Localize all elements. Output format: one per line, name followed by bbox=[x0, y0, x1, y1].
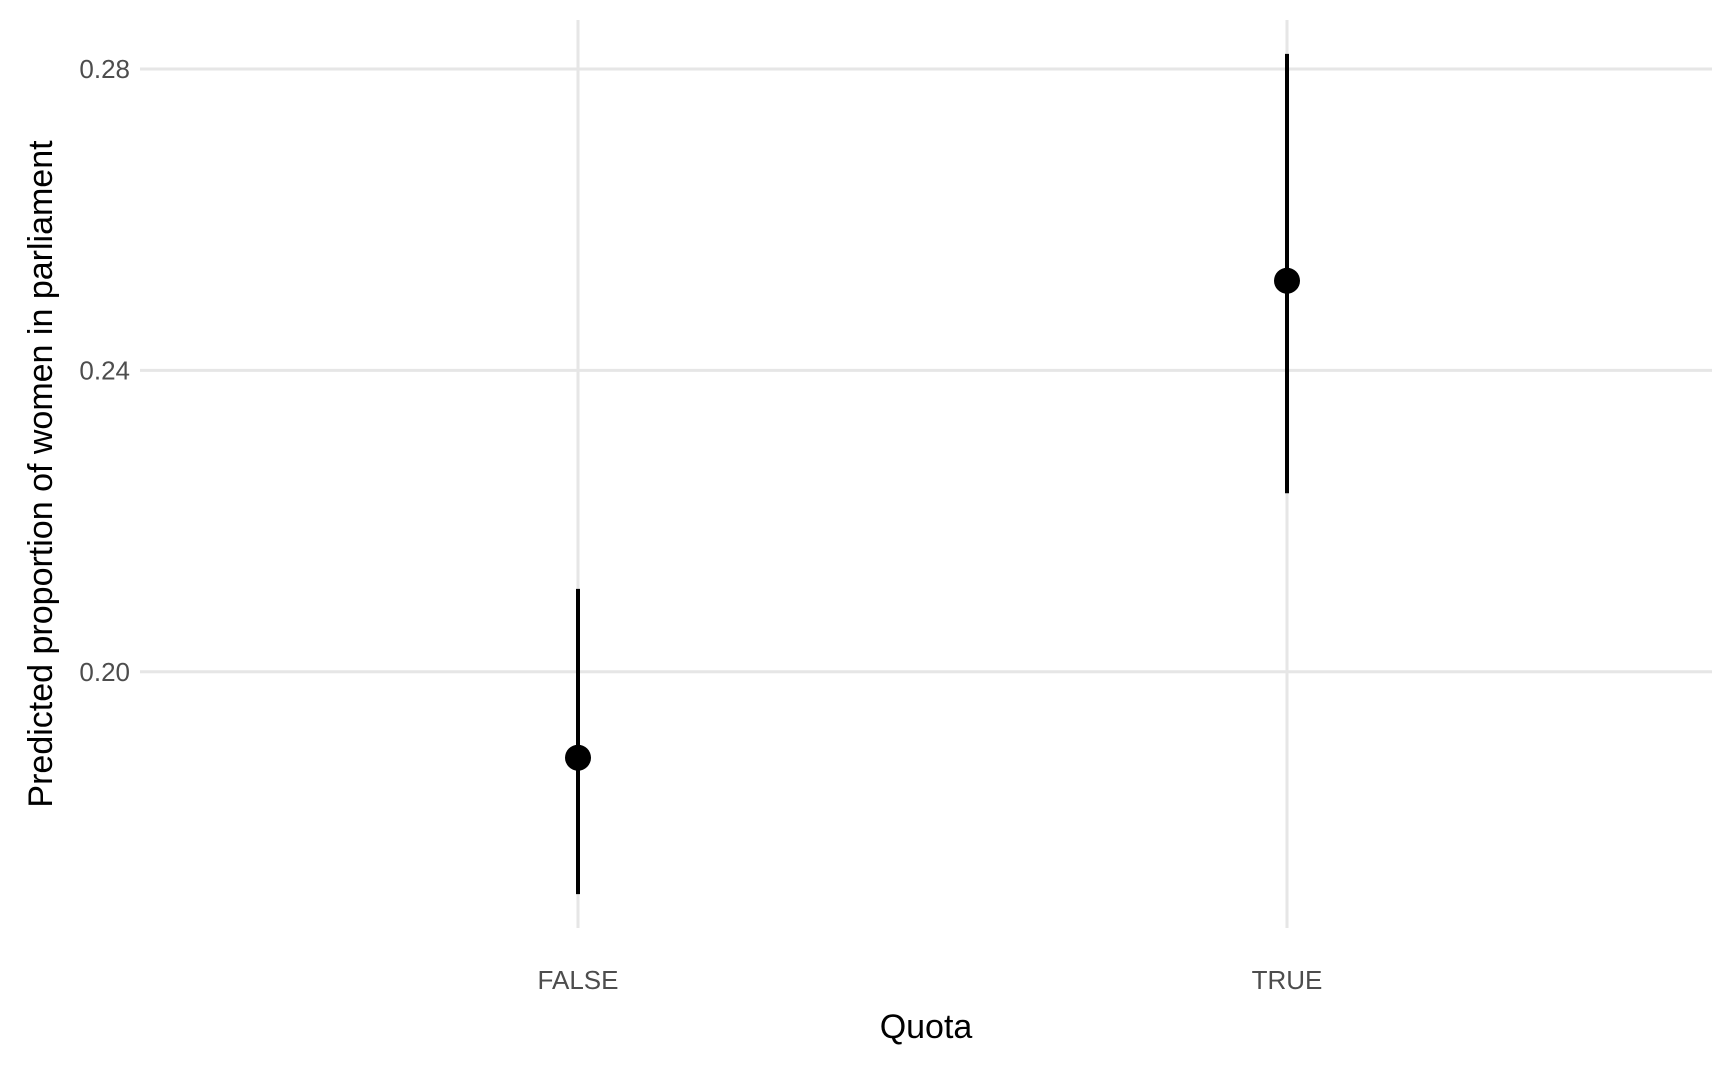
x-tick-label: FALSE bbox=[538, 965, 619, 995]
y-tick-label: 0.24 bbox=[79, 355, 130, 385]
point-estimate-true bbox=[1274, 267, 1300, 294]
x-axis-ticks: FALSE TRUE bbox=[538, 965, 1323, 995]
point-estimate-false bbox=[565, 744, 591, 771]
x-tick-label: TRUE bbox=[1252, 965, 1323, 995]
y-axis-ticks: 0.20 0.24 0.28 bbox=[79, 54, 130, 687]
y-axis-title: Predicted proportion of women in parliam… bbox=[22, 140, 60, 808]
data-marks bbox=[565, 53, 1300, 895]
x-axis-title: Quota bbox=[880, 1008, 973, 1046]
gridlines bbox=[140, 20, 1712, 928]
y-tick-label: 0.28 bbox=[79, 54, 130, 84]
y-tick-label: 0.20 bbox=[79, 657, 130, 687]
